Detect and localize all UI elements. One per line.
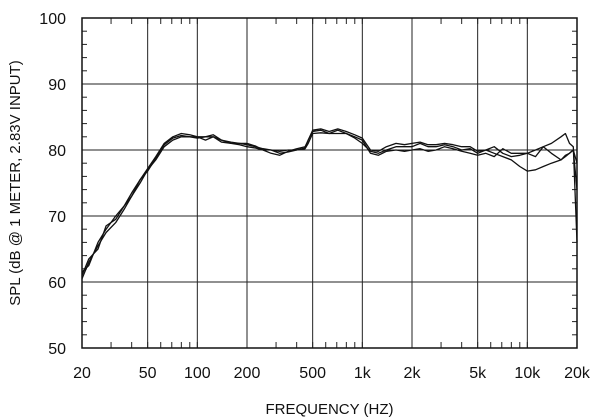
grid xyxy=(81,17,578,349)
series-line-3 xyxy=(81,128,578,276)
x-tick-label: 100 xyxy=(184,365,211,382)
minor-ticks xyxy=(81,17,578,349)
series-line-2 xyxy=(81,132,578,273)
x-tick-label: 1k xyxy=(354,365,372,382)
x-tick-label: 500 xyxy=(299,365,326,382)
y-tick-label: 80 xyxy=(48,143,66,160)
series-lines xyxy=(81,128,578,279)
y-tick-label: 60 xyxy=(48,275,66,292)
y-tick-labels: 50 60 70 80 90 100 xyxy=(39,11,66,358)
plot-frame xyxy=(81,17,578,349)
x-tick-label: 200 xyxy=(234,365,261,382)
series-line-1 xyxy=(81,129,578,279)
x-tick-label: 10k xyxy=(514,365,541,382)
y-tick-label: 90 xyxy=(48,77,66,94)
x-tick-label: 20k xyxy=(564,365,591,382)
y-tick-label: 100 xyxy=(39,11,66,28)
x-tick-label: 20 xyxy=(73,365,91,382)
x-tick-label: 2k xyxy=(404,365,422,382)
x-tick-label: 50 xyxy=(139,365,157,382)
y-axis-title: SPL (dB @ 1 METER, 2.83V INPUT) xyxy=(7,60,24,306)
y-tick-label: 70 xyxy=(48,209,66,226)
x-tick-label: 5k xyxy=(469,365,487,382)
y-tick-label: 50 xyxy=(48,341,66,358)
x-tick-labels: 20 50 100 200 500 1k 2k 5k 10k 20k xyxy=(73,365,591,382)
x-axis-title: FREQUENCY (HZ) xyxy=(265,401,393,418)
